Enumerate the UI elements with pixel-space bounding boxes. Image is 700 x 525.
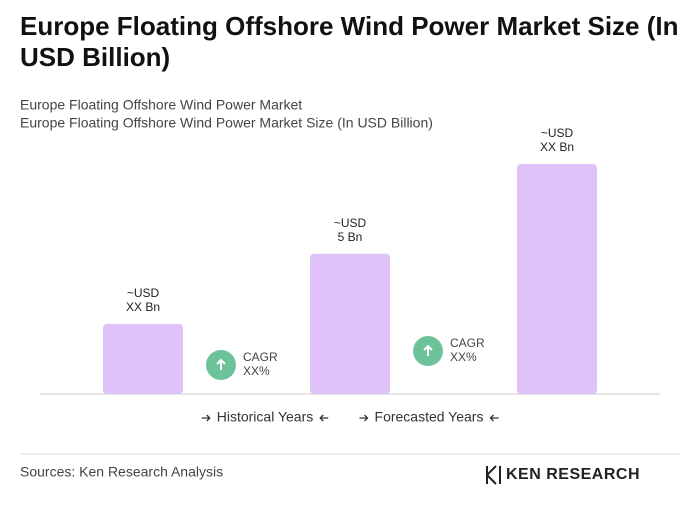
subtitle: Europe Floating Offshore Wind Power Mark… (20, 97, 302, 113)
cagr-arrow (216, 358, 226, 370)
brand: KEN RESEARCH (506, 466, 640, 483)
logo: KEN RESEARCH (486, 465, 640, 485)
bar (517, 164, 597, 394)
cagr-label: CAGR (243, 350, 278, 364)
chart-title: Europe Floating Offshore Wind Power Mark… (20, 11, 679, 72)
bar (310, 253, 390, 394)
period-legend: Historical Years (201, 409, 329, 425)
subtitle: Europe Floating Offshore Wind Power Mark… (20, 115, 433, 131)
value-label: ~USD 5 Bn (334, 216, 367, 244)
bar (103, 323, 183, 394)
arrow-right (201, 414, 211, 422)
arrow-left (489, 414, 499, 422)
period-label: Forecasted Years (375, 409, 484, 425)
cagr-value: XX% (243, 364, 270, 378)
value-label: ~USD XX Bn (540, 126, 574, 154)
value-label: ~USD XX Bn (126, 286, 160, 314)
arrow-right (359, 414, 369, 422)
logo-mark (486, 465, 501, 485)
cagr-arrow (423, 344, 433, 356)
period-legend: Forecasted Years (359, 409, 499, 425)
arrow-left (319, 414, 329, 422)
cagr-value: XX% (450, 350, 477, 364)
cagr-label: CAGR (450, 336, 485, 350)
period-label: Historical Years (217, 409, 314, 425)
source: Sources: Ken Research Analysis (20, 464, 223, 480)
